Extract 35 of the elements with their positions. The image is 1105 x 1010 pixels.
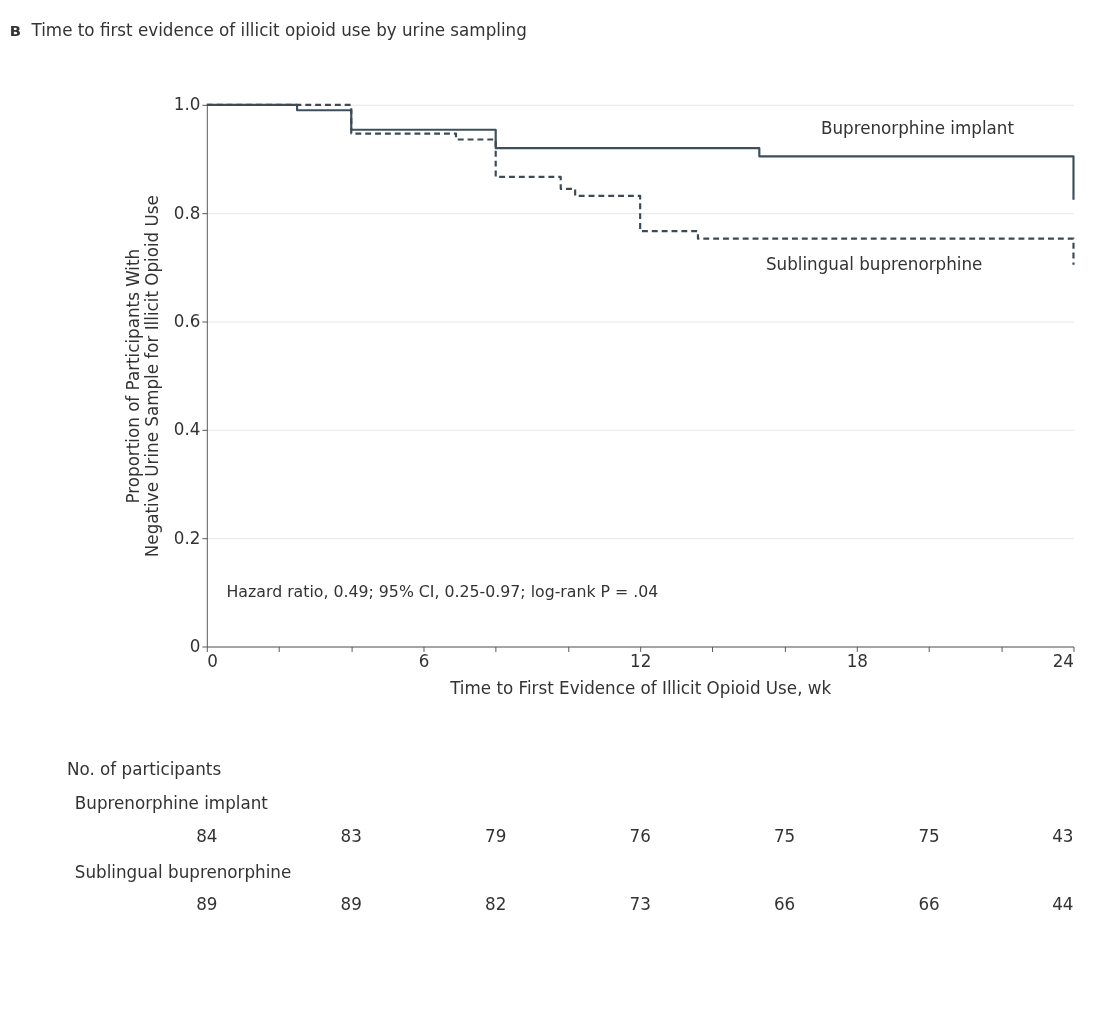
text: 79 (485, 825, 507, 846)
y-axis-title: Proportion of Participants With Negative Urine Sample for Illicit Opioid Use (123, 195, 163, 558)
text: 89 (340, 894, 362, 915)
text: 43 (1052, 825, 1074, 846)
text: 84 (196, 825, 218, 846)
x-tick-label: 18 (846, 650, 868, 671)
text: 75 (918, 825, 940, 846)
text: No. of participants (66, 758, 222, 779)
text: Sublingual buprenorphine (74, 861, 292, 882)
series-label: Buprenorphine implant (820, 118, 1015, 139)
x-tick-label: 24 (1052, 650, 1074, 671)
text: 82 (485, 894, 507, 915)
text: 44 (1052, 894, 1074, 915)
text: 73 (629, 894, 651, 915)
text: 89 (196, 894, 218, 915)
text: B (9, 21, 22, 39)
text: 76 (629, 825, 651, 846)
text: 66 (918, 894, 940, 915)
y-tick-label: 0 (189, 635, 201, 656)
text: 75 (773, 825, 796, 846)
chart-title: Time to first evidence of illicit opioid use by urine sampling (30, 19, 527, 40)
y-tick-label: 0.2 (173, 527, 201, 548)
y-tick-label: 0.8 (173, 202, 201, 223)
series-label: Sublingual buprenorphine (765, 253, 983, 274)
x-axis-title: Time to First Evidence of Illicit Opioid Use, wk (449, 678, 832, 699)
text: Buprenorphine implant (74, 793, 269, 814)
y-tick-label: 1.0 (173, 94, 201, 115)
x-tick-label: 12 (630, 650, 652, 671)
y-tick-label: 0.4 (173, 419, 201, 440)
text: 66 (773, 894, 796, 915)
x-tick-label: 0 (207, 650, 218, 671)
text: 83 (340, 825, 362, 846)
x-tick-label: 6 (418, 650, 430, 671)
annotation: Hazard ratio, 0.49; 95% CI, 0.25-0.97; log-rank P = .04 (226, 582, 659, 602)
y-tick-label: 0.6 (173, 310, 201, 331)
